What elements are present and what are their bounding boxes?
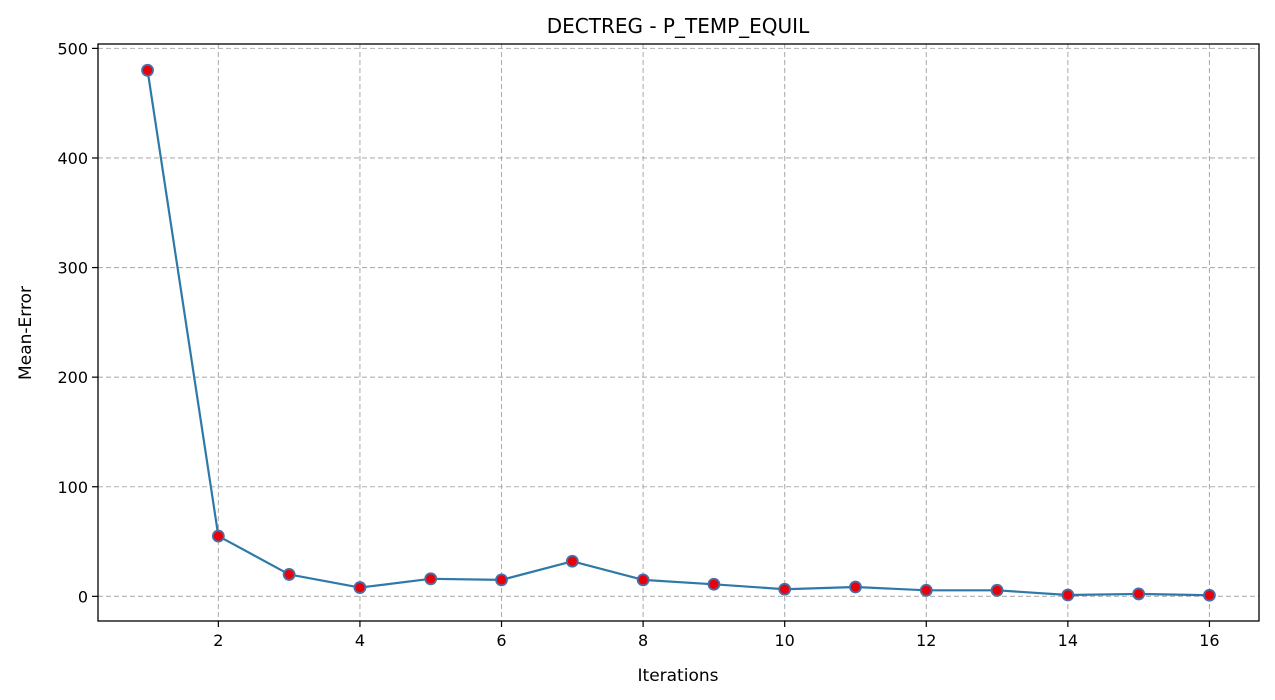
x-tick-label-5: 12	[916, 631, 936, 650]
y-tick-label-5: 500	[57, 39, 88, 58]
data-point-3	[282, 568, 296, 581]
data-point-1	[141, 63, 154, 77]
y-tick-label-2: 200	[57, 368, 88, 387]
data-point-2	[211, 529, 225, 543]
y-tick-label-4: 400	[57, 149, 88, 168]
chart-title: DECTREG - P_TEMP_EQUIL	[547, 14, 810, 38]
x-tick-label-1: 4	[355, 631, 365, 650]
data-point-10	[778, 582, 792, 596]
data-point-12	[919, 583, 933, 597]
data-point-13	[990, 583, 1004, 597]
x-tick-label-7: 16	[1199, 631, 1219, 650]
data-point-9	[707, 577, 721, 591]
series-line-0	[146, 70, 1210, 597]
data-point-16	[1203, 588, 1216, 602]
x-tick-label-3: 8	[638, 631, 648, 650]
x-tick-label-0: 2	[213, 631, 223, 650]
axis-ticks: 2 4 6 8 10 12 14 16 0 100 200 300 400 500	[57, 39, 1219, 650]
data-point-8	[636, 573, 650, 587]
x-axis-title: Iterations	[638, 666, 719, 686]
data-point-6	[495, 573, 508, 587]
grid-lines	[98, 44, 1259, 621]
x-tick-label-4: 10	[775, 631, 795, 650]
data-point-4	[353, 581, 367, 594]
series-layer	[141, 63, 1216, 602]
data-point-15	[1132, 587, 1146, 601]
data-point-7	[565, 554, 579, 568]
x-tick-label-2: 6	[496, 631, 506, 650]
y-tick-label-0: 0	[78, 587, 88, 606]
y-tick-label-1: 100	[57, 478, 88, 497]
data-point-14	[1061, 588, 1075, 602]
plot-frame	[97, 43, 1260, 622]
y-axis-title: Mean-Error	[16, 286, 36, 380]
y-tick-label-3: 300	[57, 259, 88, 278]
data-point-5	[424, 572, 438, 586]
data-point-11	[849, 580, 862, 594]
x-tick-label-6: 14	[1058, 631, 1078, 650]
